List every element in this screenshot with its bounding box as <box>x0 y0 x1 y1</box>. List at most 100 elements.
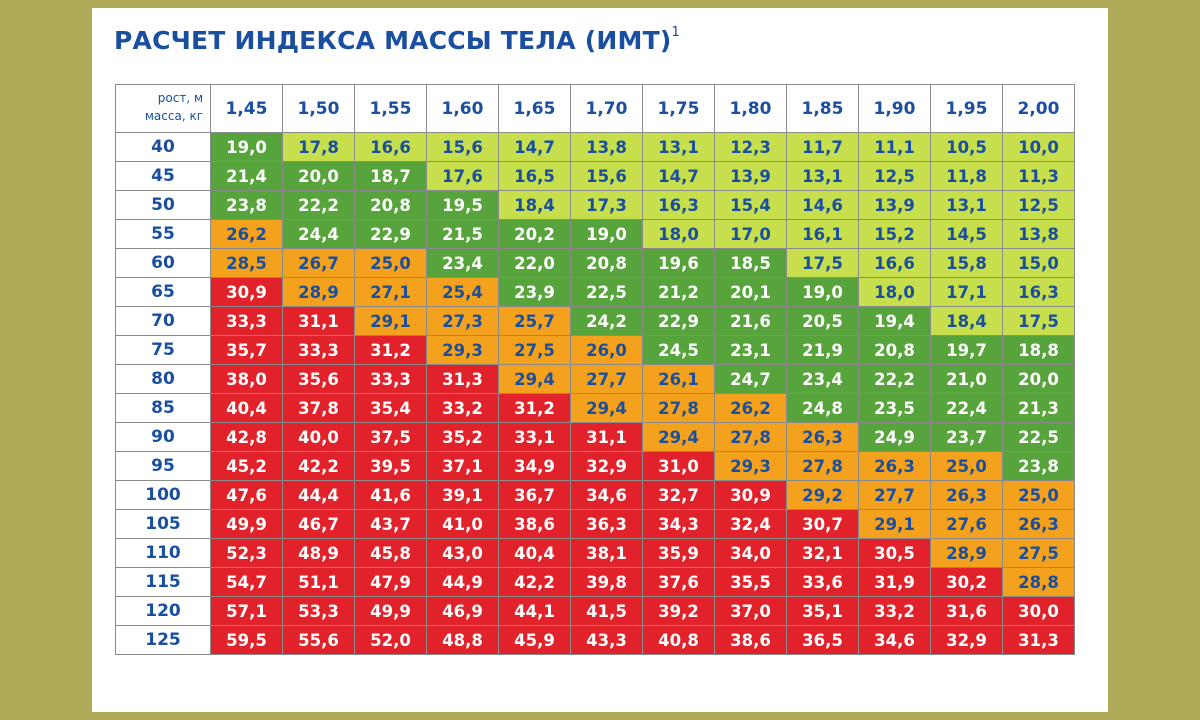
bmi-cell: 24,9 <box>858 422 931 452</box>
bmi-cell: 33,1 <box>498 422 571 452</box>
bmi-cell: 13,8 <box>570 132 643 162</box>
bmi-cell: 25,7 <box>498 306 571 336</box>
bmi-cell: 15,8 <box>930 248 1003 278</box>
column-header-height: 1,80 <box>714 84 787 133</box>
bmi-cell: 29,4 <box>642 422 715 452</box>
row-header-weight: 85 <box>115 393 211 423</box>
bmi-cell: 41,6 <box>354 480 427 510</box>
bmi-cell: 28,8 <box>1002 567 1075 597</box>
bmi-cell: 27,8 <box>786 451 859 481</box>
bmi-cell: 19,0 <box>210 132 283 162</box>
bmi-cell: 16,6 <box>354 132 427 162</box>
bmi-cell: 36,5 <box>786 625 859 655</box>
bmi-cell: 26,3 <box>1002 509 1075 539</box>
bmi-cell: 34,9 <box>498 451 571 481</box>
bmi-cell: 31,3 <box>1002 625 1075 655</box>
bmi-cell: 15,6 <box>426 132 499 162</box>
row-header-weight: 50 <box>115 190 211 220</box>
bmi-cell: 57,1 <box>210 596 283 626</box>
bmi-cell: 21,4 <box>210 161 283 191</box>
table-row: 55 26,2 24,4 22,9 21,5 20,2 19,0 18,0 17,0 16,1 15… <box>115 219 1075 249</box>
bmi-cell: 40,8 <box>642 625 715 655</box>
bmi-cell: 26,3 <box>858 451 931 481</box>
bmi-cell: 21,2 <box>642 277 715 307</box>
bmi-cell: 23,5 <box>858 393 931 423</box>
bmi-cell: 30,5 <box>858 538 931 568</box>
bmi-cell: 39,8 <box>570 567 643 597</box>
row-header-weight: 115 <box>115 567 211 597</box>
bmi-cell: 30,0 <box>1002 596 1075 626</box>
bmi-cell: 44,4 <box>282 480 355 510</box>
bmi-cell: 21,6 <box>714 306 787 336</box>
bmi-cell: 12,5 <box>858 161 931 191</box>
table-row: 110 52,3 48,9 45,8 43,0 40,4 38,1 35,9 34,0 32,1 3… <box>115 538 1075 568</box>
bmi-cell: 14,5 <box>930 219 1003 249</box>
bmi-cell: 41,5 <box>570 596 643 626</box>
bmi-cell: 17,1 <box>930 277 1003 307</box>
table-row: 65 30,9 28,9 27,1 25,4 23,9 22,5 21,2 20,1 19,0 18… <box>115 277 1075 307</box>
bmi-cell: 38,6 <box>498 509 571 539</box>
bmi-cell: 15,4 <box>714 190 787 220</box>
row-header-weight: 65 <box>115 277 211 307</box>
bmi-cell: 22,9 <box>354 219 427 249</box>
bmi-cell: 37,1 <box>426 451 499 481</box>
table-row: 105 49,9 46,7 43,7 41,0 38,6 36,3 34,3 32,4 30,7 2… <box>115 509 1075 539</box>
bmi-cell: 13,9 <box>714 161 787 191</box>
bmi-cell: 20,8 <box>570 248 643 278</box>
bmi-cell: 44,1 <box>498 596 571 626</box>
bmi-cell: 20,8 <box>858 335 931 365</box>
bmi-cell: 32,4 <box>714 509 787 539</box>
bmi-cell: 34,6 <box>570 480 643 510</box>
table-row: 95 45,2 42,2 39,5 37,1 34,9 32,9 31,0 29,3 27,8 26… <box>115 451 1075 481</box>
bmi-cell: 29,2 <box>786 480 859 510</box>
bmi-cell: 26,0 <box>570 335 643 365</box>
table-row: 60 28,5 26,7 25,0 23,4 22,0 20,8 19,6 18,5 17,5 16… <box>115 248 1075 278</box>
bmi-cell: 39,1 <box>426 480 499 510</box>
bmi-cell: 46,9 <box>426 596 499 626</box>
bmi-cell: 49,9 <box>354 596 427 626</box>
bmi-cell: 34,6 <box>858 625 931 655</box>
row-header-weight: 100 <box>115 480 211 510</box>
column-header-height: 1,55 <box>354 84 427 133</box>
bmi-cell: 38,1 <box>570 538 643 568</box>
column-header-height: 1,75 <box>642 84 715 133</box>
bmi-cell: 23,8 <box>210 190 283 220</box>
bmi-cell: 13,8 <box>1002 219 1075 249</box>
page-title: РАСЧЕТ ИНДЕКСА МАССЫ ТЕЛА (ИМТ)1 <box>114 24 680 55</box>
row-header-weight: 125 <box>115 625 211 655</box>
bmi-cell: 28,9 <box>282 277 355 307</box>
title-footnote: 1 <box>671 24 680 40</box>
row-header-weight: 110 <box>115 538 211 568</box>
bmi-cell: 33,3 <box>354 364 427 394</box>
bmi-cell: 53,3 <box>282 596 355 626</box>
table-row: 125 59,5 55,6 52,0 48,8 45,9 43,3 40,8 38,6 36,5 3… <box>115 625 1075 655</box>
row-header-weight: 90 <box>115 422 211 452</box>
height-axis-label: рост, м <box>157 91 203 105</box>
bmi-cell: 25,0 <box>1002 480 1075 510</box>
bmi-cell: 16,1 <box>786 219 859 249</box>
table-row: 85 40,4 37,8 35,4 33,2 31,2 29,4 27,8 26,2 24,8 23… <box>115 393 1075 423</box>
bmi-cell: 14,6 <box>786 190 859 220</box>
bmi-cell: 19,6 <box>642 248 715 278</box>
bmi-cell: 52,3 <box>210 538 283 568</box>
bmi-cell: 43,0 <box>426 538 499 568</box>
bmi-cell: 13,9 <box>858 190 931 220</box>
bmi-cell: 48,9 <box>282 538 355 568</box>
bmi-cell: 20,5 <box>786 306 859 336</box>
row-header-weight: 55 <box>115 219 211 249</box>
bmi-cell: 11,3 <box>1002 161 1075 191</box>
title-text: РАСЧЕТ ИНДЕКСА МАССЫ ТЕЛА (ИМТ) <box>114 26 672 55</box>
bmi-cell: 39,2 <box>642 596 715 626</box>
column-header-height: 1,95 <box>930 84 1003 133</box>
bmi-cell: 18,4 <box>930 306 1003 336</box>
bmi-cell: 22,4 <box>930 393 1003 423</box>
bmi-cell: 26,7 <box>282 248 355 278</box>
bmi-cell: 30,9 <box>714 480 787 510</box>
bmi-cell: 20,2 <box>498 219 571 249</box>
bmi-cell: 15,6 <box>570 161 643 191</box>
bmi-cell: 20,0 <box>1002 364 1075 394</box>
row-header-weight: 40 <box>115 132 211 162</box>
bmi-cell: 25,4 <box>426 277 499 307</box>
bmi-cell: 32,9 <box>570 451 643 481</box>
bmi-cell: 18,8 <box>1002 335 1075 365</box>
